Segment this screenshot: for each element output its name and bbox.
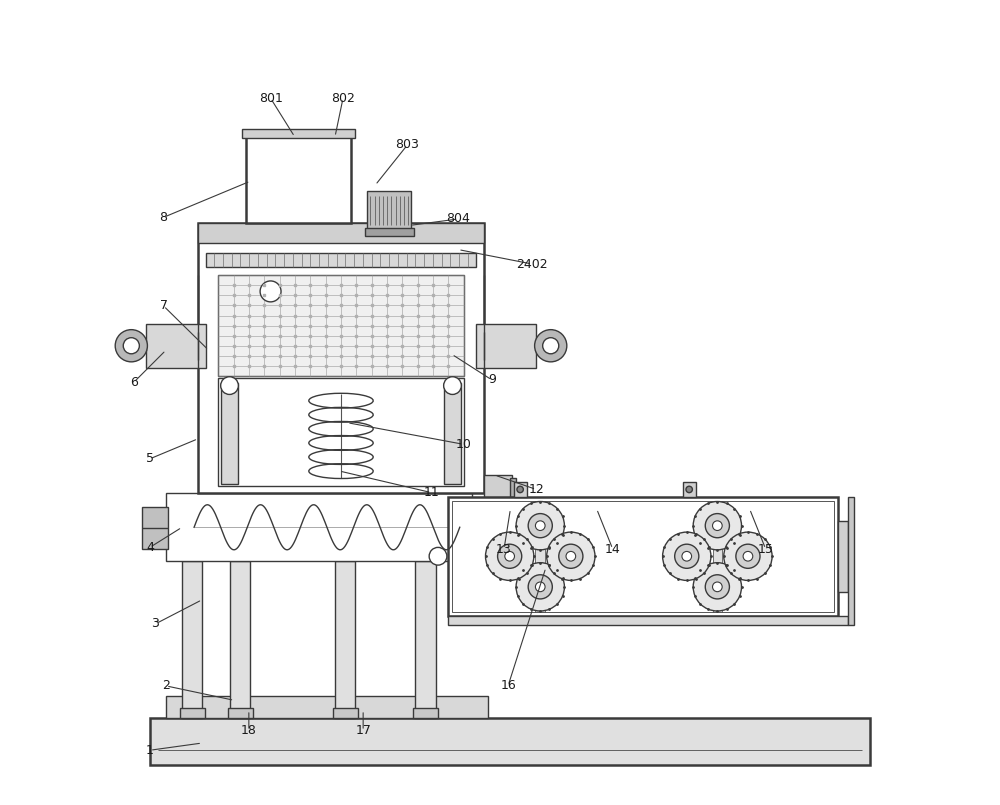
- Text: 5: 5: [146, 452, 154, 465]
- Text: 13: 13: [496, 543, 512, 555]
- Bar: [510, 478, 516, 497]
- Text: 801: 801: [259, 92, 283, 105]
- Circle shape: [123, 338, 139, 354]
- Circle shape: [724, 532, 772, 580]
- Circle shape: [547, 532, 595, 580]
- Circle shape: [559, 544, 583, 568]
- Text: 14: 14: [605, 543, 621, 555]
- Text: 803: 803: [395, 138, 419, 151]
- Circle shape: [260, 281, 281, 302]
- Text: 15: 15: [758, 543, 774, 555]
- Bar: [444, 383, 461, 484]
- Circle shape: [693, 502, 742, 550]
- Bar: [415, 561, 436, 718]
- Bar: [166, 696, 488, 718]
- Text: 17: 17: [355, 724, 371, 737]
- Text: 9: 9: [488, 374, 496, 386]
- Text: 804: 804: [446, 213, 470, 225]
- Bar: [146, 324, 206, 368]
- Bar: [182, 561, 202, 718]
- Text: 11: 11: [424, 486, 439, 499]
- Bar: [198, 223, 484, 243]
- Circle shape: [535, 330, 567, 362]
- Circle shape: [535, 582, 545, 592]
- Bar: [713, 501, 722, 612]
- Circle shape: [675, 544, 699, 568]
- Bar: [514, 482, 527, 497]
- Bar: [218, 275, 464, 376]
- Bar: [218, 378, 464, 486]
- Text: 2: 2: [162, 679, 170, 692]
- Bar: [242, 129, 355, 138]
- Bar: [228, 708, 253, 718]
- Bar: [848, 497, 854, 625]
- Bar: [448, 616, 848, 625]
- Text: 8: 8: [160, 211, 168, 224]
- Circle shape: [486, 532, 534, 580]
- Circle shape: [566, 551, 576, 561]
- Text: 1: 1: [146, 744, 154, 757]
- Text: 16: 16: [500, 679, 516, 692]
- Bar: [367, 191, 411, 229]
- Circle shape: [444, 377, 461, 394]
- Bar: [166, 493, 472, 561]
- Bar: [230, 561, 250, 718]
- Bar: [535, 501, 545, 612]
- Text: 7: 7: [160, 299, 168, 312]
- Text: 3: 3: [152, 617, 159, 630]
- Bar: [683, 482, 696, 497]
- Circle shape: [543, 338, 559, 354]
- Bar: [448, 497, 838, 616]
- Circle shape: [682, 551, 692, 561]
- Bar: [246, 130, 351, 223]
- Circle shape: [743, 551, 753, 561]
- Text: 10: 10: [456, 438, 472, 451]
- Text: 6: 6: [130, 376, 138, 389]
- Circle shape: [517, 486, 523, 493]
- Circle shape: [713, 521, 722, 530]
- Bar: [476, 324, 536, 368]
- Bar: [838, 521, 848, 592]
- Bar: [180, 708, 205, 718]
- Circle shape: [713, 582, 722, 592]
- Text: 2402: 2402: [516, 258, 548, 270]
- Circle shape: [693, 563, 742, 611]
- Circle shape: [663, 532, 711, 580]
- Bar: [198, 223, 484, 493]
- Circle shape: [516, 563, 564, 611]
- Bar: [335, 561, 355, 718]
- Circle shape: [221, 377, 238, 394]
- Bar: [150, 718, 870, 765]
- Bar: [484, 475, 512, 501]
- Circle shape: [516, 502, 564, 550]
- Circle shape: [429, 547, 447, 565]
- Text: 802: 802: [331, 92, 355, 105]
- Bar: [452, 501, 834, 612]
- Bar: [413, 708, 438, 718]
- Bar: [142, 507, 168, 549]
- Circle shape: [705, 514, 729, 538]
- Bar: [206, 253, 476, 267]
- Text: 12: 12: [528, 483, 544, 496]
- Circle shape: [528, 575, 552, 599]
- Text: 4: 4: [146, 541, 154, 554]
- Circle shape: [736, 544, 760, 568]
- Bar: [365, 228, 414, 236]
- Bar: [333, 708, 358, 718]
- Circle shape: [686, 486, 692, 493]
- Circle shape: [705, 575, 729, 599]
- Circle shape: [498, 544, 522, 568]
- Bar: [221, 383, 238, 484]
- Circle shape: [505, 551, 514, 561]
- Circle shape: [528, 514, 552, 538]
- Text: 18: 18: [241, 724, 257, 737]
- Circle shape: [535, 521, 545, 530]
- Circle shape: [115, 330, 147, 362]
